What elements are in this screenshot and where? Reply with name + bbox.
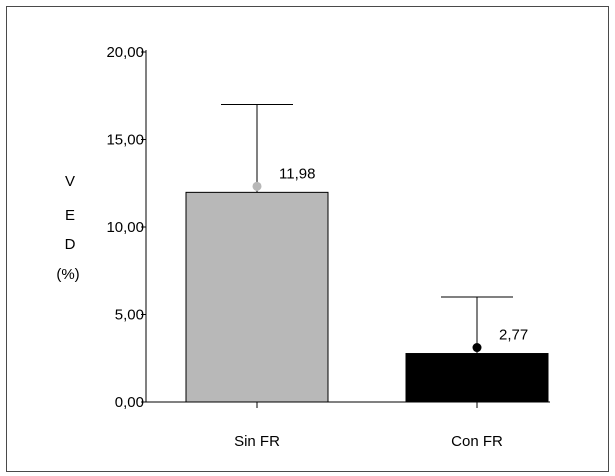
bars-group: 11,98 2,77 xyxy=(185,104,549,403)
y-tick-label: 10,00 xyxy=(106,219,144,236)
y-axis-label-line: D xyxy=(65,236,76,253)
y-axis-label-line: E xyxy=(65,207,75,224)
y-tick-label: 20,00 xyxy=(106,44,144,61)
data-label: 2,77 xyxy=(499,327,528,344)
bar xyxy=(185,191,329,403)
y-axis-label-line: (%) xyxy=(56,266,79,283)
y-axis-label: V E D (%) xyxy=(56,173,79,283)
data-label: 11,98 xyxy=(279,165,315,182)
y-axis-ticks: 0,00 5,00 10,00 15,00 20,00 xyxy=(106,44,146,411)
bar xyxy=(405,353,549,403)
x-axis-ticks: Sin FR Con FR xyxy=(234,402,503,450)
y-tick-label: 15,00 xyxy=(106,132,144,149)
y-tick-label: 0,00 xyxy=(115,394,144,411)
mean-marker xyxy=(472,343,482,353)
x-tick-label: Con FR xyxy=(451,433,503,450)
y-tick-label: 5,00 xyxy=(115,307,144,324)
x-tick-label: Sin FR xyxy=(234,433,280,450)
y-axis-label-line: V xyxy=(65,173,75,190)
mean-marker xyxy=(252,181,262,191)
